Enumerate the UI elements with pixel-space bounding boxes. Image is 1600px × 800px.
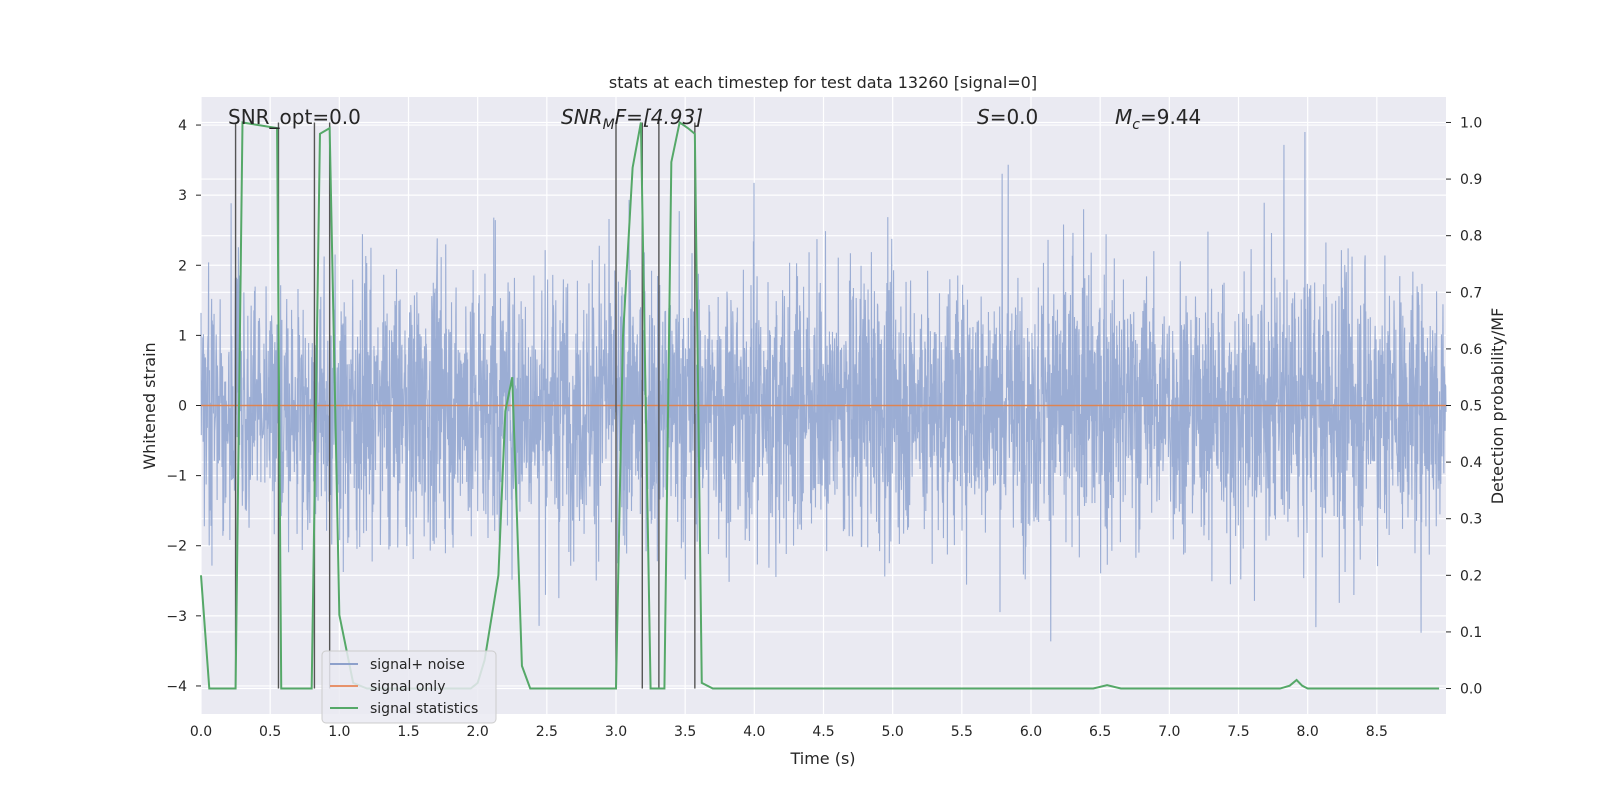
y-right-tick-label: 1.0 (1460, 115, 1482, 131)
x-tick-label: 1.5 (397, 724, 419, 740)
y-left-tick-label: 4 (178, 118, 187, 134)
statistics-layer (200, 120, 1440, 690)
series-signal-noise (200, 132, 1447, 642)
mc-base: M (1115, 105, 1132, 129)
x-tick-label: 6.5 (1089, 724, 1111, 740)
annotation-snr-opt: SNR_opt=0.0 (228, 105, 361, 129)
legend-box (321, 650, 497, 724)
x-tick-label: 3.5 (674, 724, 696, 740)
y-right-tick-label: 0.6 (1460, 342, 1482, 358)
series-signal-statistics (200, 120, 1440, 690)
y-left-tick-label: −4 (166, 679, 187, 695)
x-tick-label: 7.0 (1158, 724, 1180, 740)
y-right-tick-label: 0.3 (1460, 512, 1482, 528)
legend: signal+ noise signal only signal statist… (321, 650, 497, 724)
x-tick-label: 7.5 (1227, 724, 1249, 740)
y-right-axis-label: Detection probability/MF (1488, 308, 1507, 505)
y-right-tick-label: 0.0 (1460, 682, 1482, 698)
snr-mf-sub: M (603, 117, 615, 133)
x-tick-label: 2.0 (467, 724, 489, 740)
legend-label-signal-noise: signal+ noise (370, 657, 465, 673)
x-axis-label: Time (s) (789, 749, 855, 768)
x-tick-label: 5.5 (951, 724, 973, 740)
y-left-tick-label: −3 (166, 609, 187, 625)
x-tick-label: 8.0 (1297, 724, 1319, 740)
y-left-tick-label: 3 (178, 188, 187, 204)
y-left-axis-label: Whitened strain (140, 342, 159, 469)
y-left-tick-label: −1 (166, 469, 187, 485)
s-value: =0.0 (990, 105, 1039, 129)
y-right-tick-label: 0.7 (1460, 285, 1482, 301)
y-right-tick-label: 0.8 (1460, 229, 1482, 245)
annotation-s: S=0.0 (977, 105, 1038, 129)
y-left-tick-label: 2 (178, 258, 187, 274)
s-variable: S (977, 105, 990, 129)
y-right-tick-label: 0.9 (1460, 172, 1482, 188)
y-right-tick-labels: 0.0 0.1 0.2 0.3 0.4 0.5 0.6 0.7 0.8 0.9 1.0 (1446, 115, 1482, 698)
mc-value: =9.44 (1140, 105, 1201, 129)
x-tick-label: 4.5 (812, 724, 834, 740)
legend-label-signal-only: signal only (370, 679, 445, 695)
y-left-tick-label: 1 (178, 328, 187, 344)
x-tick-label: 2.5 (536, 724, 558, 740)
x-tick-label: 0.0 (190, 724, 212, 740)
y-left-tick-label: 0 (178, 399, 187, 415)
snr-mf-base: SNR (561, 105, 603, 129)
y-right-tick-label: 0.4 (1460, 455, 1482, 471)
mc-sub: c (1132, 117, 1140, 133)
x-tick-label: 5.0 (882, 724, 904, 740)
y-left-tick-label: −2 (166, 539, 187, 555)
y-right-tick-label: 0.5 (1460, 399, 1482, 415)
snr-mf-rest: F=[4.93] (615, 105, 703, 129)
annotation-mc: Mc=9.44 (1115, 105, 1201, 133)
x-tick-label: 6.0 (1020, 724, 1042, 740)
y-left-tick-labels: −4 −3 −2 −1 0 1 2 3 4 (166, 118, 201, 695)
noise-series-layer (200, 132, 1447, 642)
y-right-tick-label: 0.1 (1460, 625, 1482, 641)
annotation-snr-mf: SNRMF=[4.93] (561, 105, 703, 133)
legend-label-signal-statistics: signal statistics (370, 701, 478, 717)
x-tick-labels: 0.0 0.5 1.0 1.5 2.0 2.5 3.0 3.5 4.0 4.5 5.0 5.5 6.0 6… (190, 724, 1388, 740)
x-tick-label: 3.0 (605, 724, 627, 740)
x-tick-label: 0.5 (259, 724, 281, 740)
x-tick-label: 4.0 (743, 724, 765, 740)
chart-title: stats at each timestep for test data 132… (609, 73, 1037, 92)
y-right-tick-label: 0.2 (1460, 568, 1482, 584)
x-tick-label: 8.5 (1366, 724, 1388, 740)
x-tick-label: 1.0 (328, 724, 350, 740)
